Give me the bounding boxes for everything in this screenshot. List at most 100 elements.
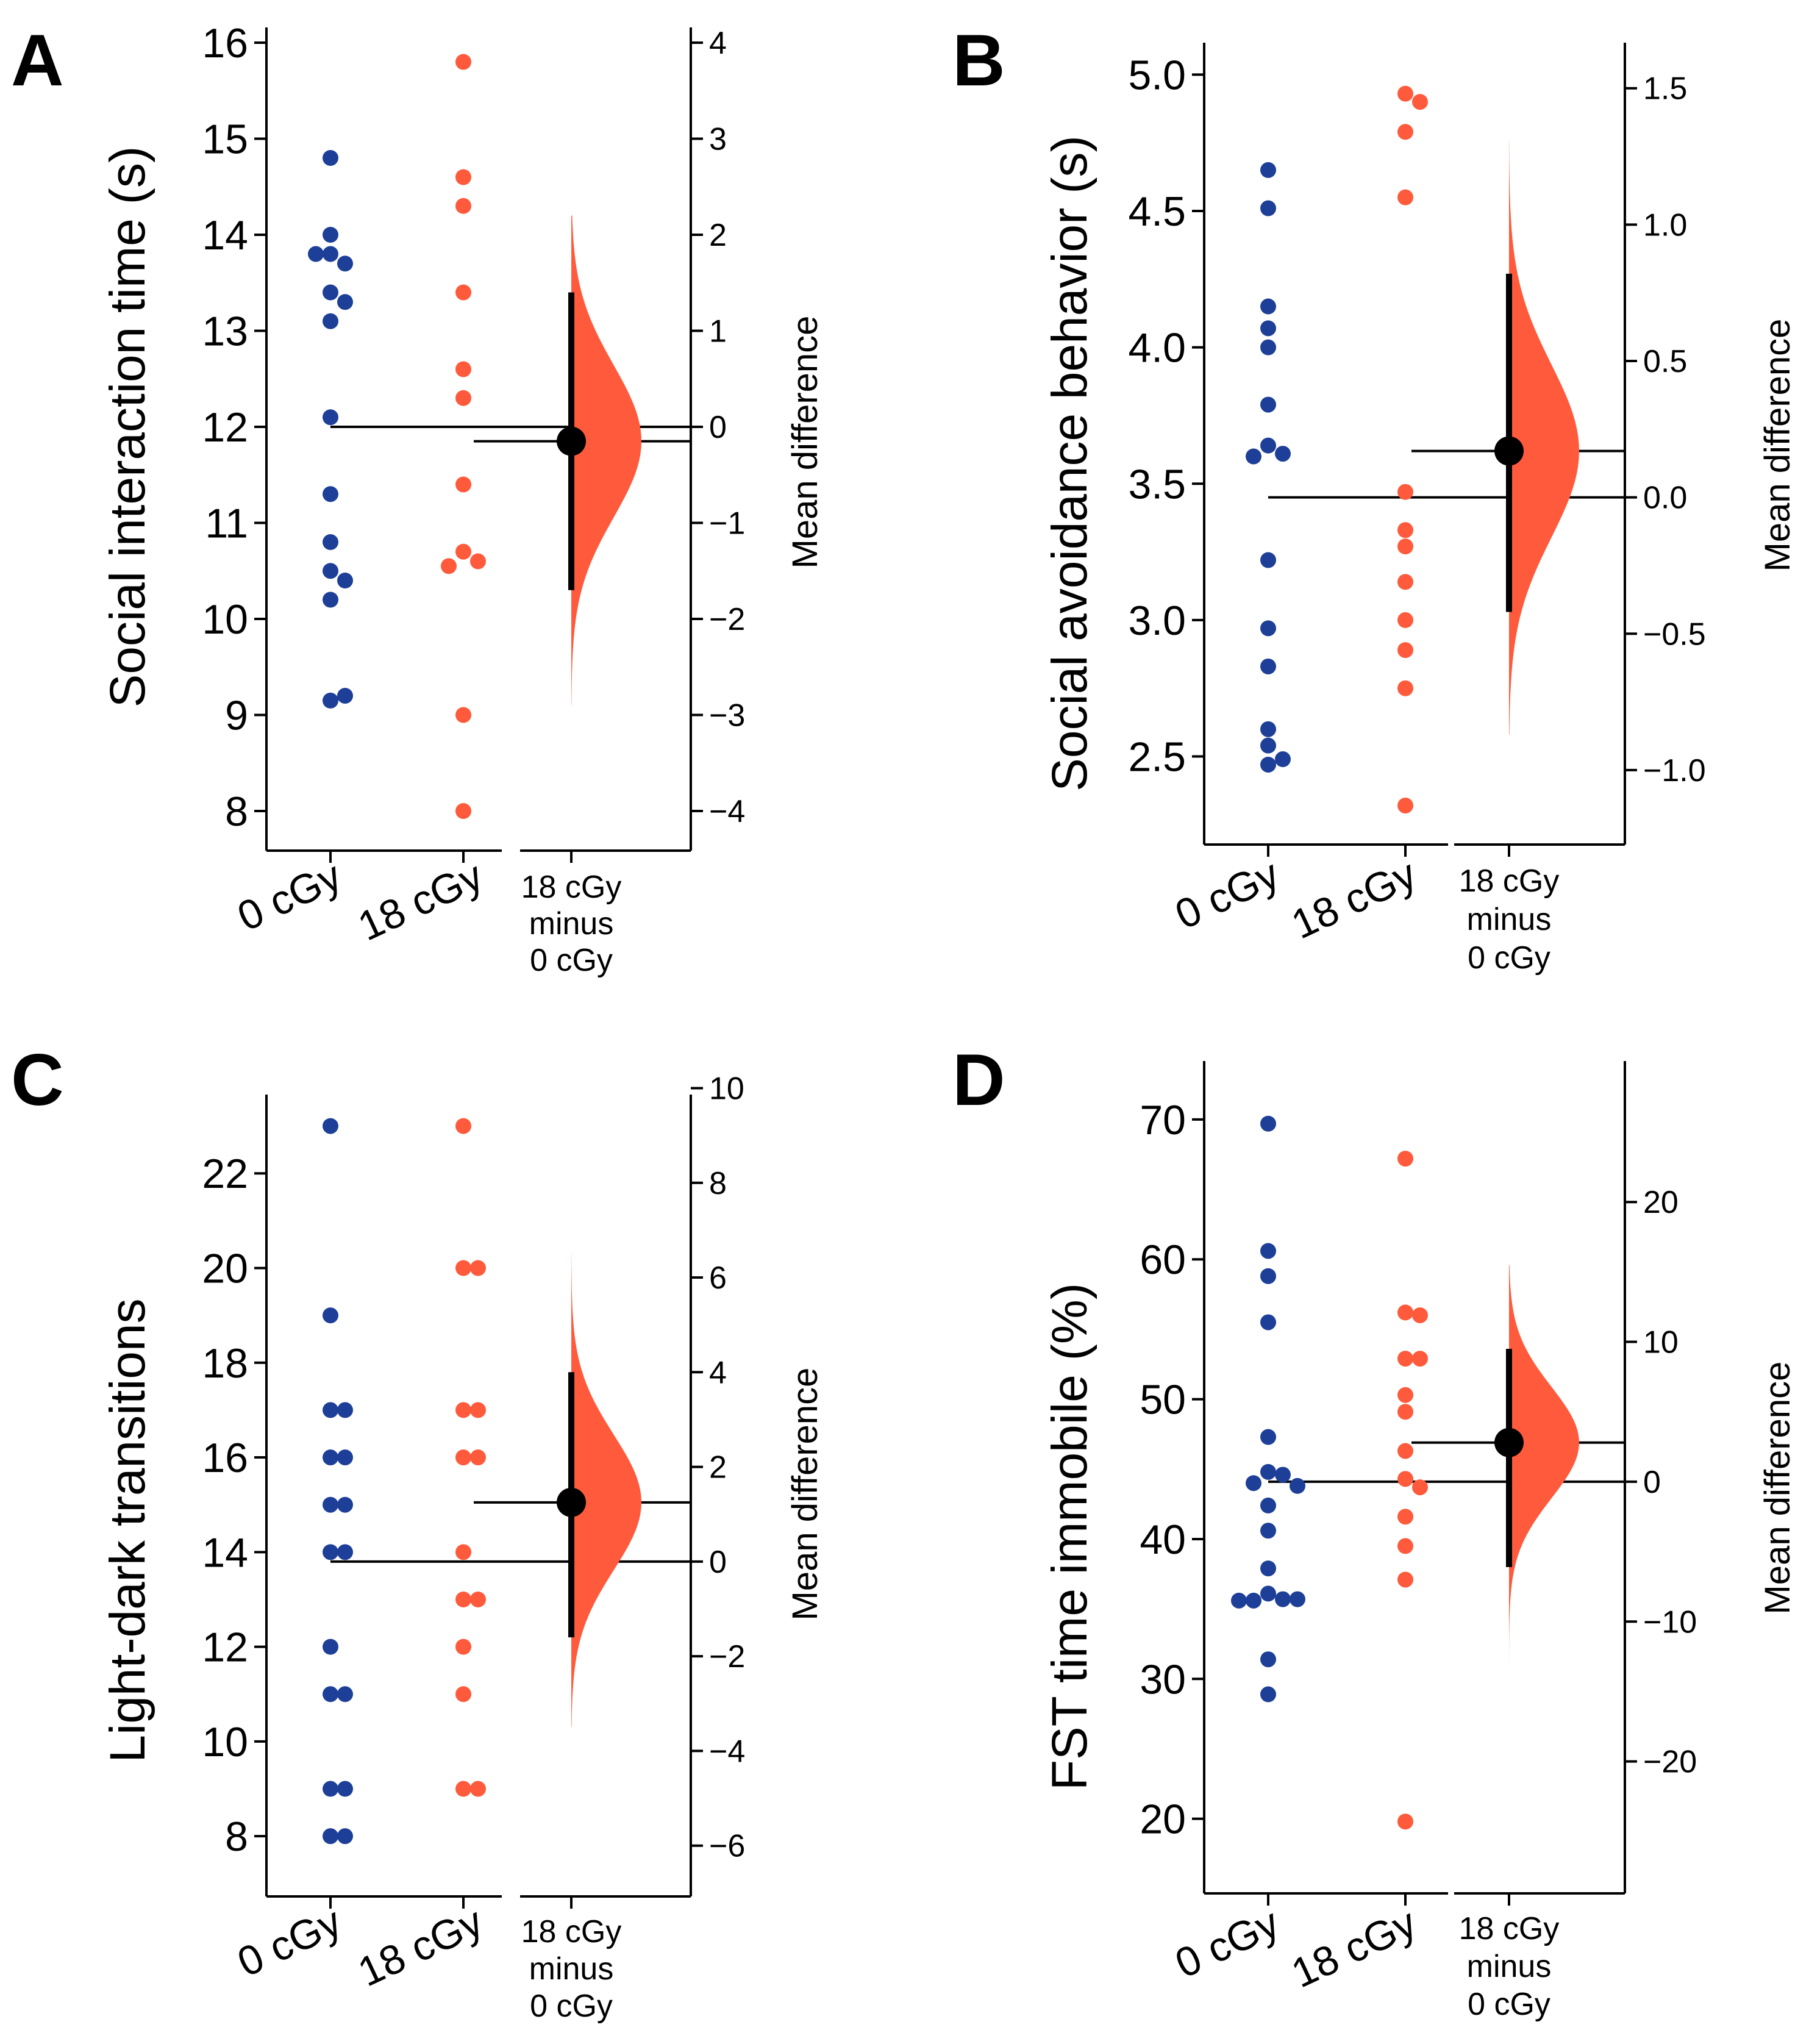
y-tick-label: 16 [202,1435,248,1481]
right-ticks: −4 −3 −2 −1 0 1 2 3 4 [691,26,745,829]
dot-0-cgy [1260,1463,1276,1480]
dot-18-cgy [1397,798,1413,814]
y-ticks: 2.5 3.0 3.5 4.0 4.5 5.0 [1128,52,1204,781]
y-tick-label: 2.5 [1128,734,1186,781]
dot-18-cgy [455,803,471,819]
diff-label-line2: minus [529,906,614,942]
right-tick-label: 1.0 [1643,207,1687,243]
dot-18-cgy [1397,85,1413,102]
dot-0-cgy [323,486,338,502]
right-tick-label: 20 [1643,1185,1679,1220]
dot-0-cgy [1260,1268,1276,1284]
diff-label-line3: 0 cGy [1468,1987,1550,2022]
y-ticks: 8 9 10 11 12 13 14 15 16 [202,20,266,835]
y-tick-label: 3.0 [1128,598,1186,644]
dot-18-cgy [1397,1571,1413,1588]
dot-18-cgy [455,1591,471,1607]
dot-0-cgy [323,246,338,262]
y-tick-label: 20 [202,1246,248,1292]
dot-18-cgy [1397,1509,1413,1525]
dot-0-cgy [1260,437,1276,454]
category-label-0-cgy: 0 cGy [1168,1899,1286,1987]
dot-18-cgy [455,390,471,406]
dot-0-cgy [308,246,324,262]
dot-18-cgy [1397,124,1413,140]
panel-d: D FST time immobile (%) Mean difference … [952,1039,1797,2022]
dot-0-cgy [1290,1478,1305,1494]
y-tick-label: 4.5 [1128,188,1186,235]
dot-0-cgy [337,294,353,310]
y-tick-label: 18 [202,1340,248,1387]
dot-0-cgy [323,1449,338,1466]
dot-0-cgy [1260,552,1276,568]
right-tick-label: 10 [1643,1325,1679,1360]
right-tick-label: 8 [709,1166,727,1201]
category-label-18-cgy: 18 cGy [1285,851,1423,948]
dot-0-cgy [1275,751,1291,768]
dot-18-cgy [1397,1304,1413,1321]
dot-0-cgy [337,1544,353,1560]
dot-0-cgy [1260,200,1276,216]
dot-0-cgy [1260,756,1276,773]
dot-0-cgy [323,227,338,243]
bootstrap-distribution [1509,1265,1579,1664]
dot-18-cgy [1412,94,1428,110]
y-tick-label: 12 [202,1624,248,1671]
diff-label-line3: 0 cGy [1468,940,1550,976]
dot-0-cgy [1260,1560,1276,1577]
right-tick-label: 2 [709,1450,727,1485]
dot-0-cgy [1260,721,1276,737]
dot-0-cgy [1260,737,1276,754]
data-points [323,1118,486,1845]
right-tick-label: −4 [709,1734,745,1769]
effect-size [557,292,586,590]
dot-18-cgy [470,1781,486,1797]
right-tick-label: −2 [709,602,745,637]
dot-0-cgy [1246,448,1261,465]
dot-18-cgy [455,1638,471,1655]
right-ticks: −1.0 −0.5 0.0 0.5 1.0 1.5 [1625,71,1706,788]
dot-0-cgy [1275,1591,1291,1607]
right-tick-label: 3 [709,122,727,157]
diff-label-line2: minus [1467,1949,1552,1984]
dot-0-cgy [1260,1115,1276,1132]
right-tick-label: 4 [709,1355,727,1390]
right-tick-label: 1 [709,314,727,349]
dot-18-cgy [455,54,471,70]
dot-18-cgy [1397,1443,1413,1459]
dot-0-cgy [323,534,338,550]
dot-18-cgy [1397,1471,1413,1487]
dot-0-cgy [323,1828,338,1845]
dot-18-cgy [455,1402,471,1418]
y-tick-label: 12 [202,404,248,451]
dot-0-cgy [1260,1314,1276,1331]
y-tick-label: 14 [202,1529,248,1576]
category-label-0-cgy: 0 cGy [230,852,348,940]
dot-18-cgy [1397,538,1413,555]
y-tick-label: 13 [202,309,248,355]
dot-18-cgy [441,558,457,574]
diff-label-line3: 0 cGy [530,1989,613,2024]
panel-letter: C [11,1039,64,1121]
data-points [1246,85,1428,814]
right-tick-label: 10 [709,1071,744,1106]
dot-0-cgy [1260,620,1276,637]
dot-0-cgy [323,150,338,166]
dot-0-cgy [323,1781,338,1797]
effect-size [557,1372,586,1638]
dot-0-cgy [337,1402,353,1418]
right-tick-label: 0 [1643,1465,1661,1500]
y-tick-label: 70 [1140,1097,1186,1143]
panel-c: C Light-dark transitions Mean difference… [11,1039,825,2024]
y-tick-label: 9 [225,693,248,739]
dot-18-cgy [470,1591,486,1607]
data-points [1231,1115,1428,1830]
y-axis-label: Social interaction time (s) [100,146,155,708]
dot-0-cgy [337,1828,353,1845]
dot-0-cgy [337,1449,353,1466]
y-tick-label: 15 [202,116,248,163]
dot-0-cgy [1275,446,1291,462]
dot-18-cgy [455,169,471,185]
dot-18-cgy [1412,1351,1428,1367]
dot-0-cgy [323,1686,338,1703]
